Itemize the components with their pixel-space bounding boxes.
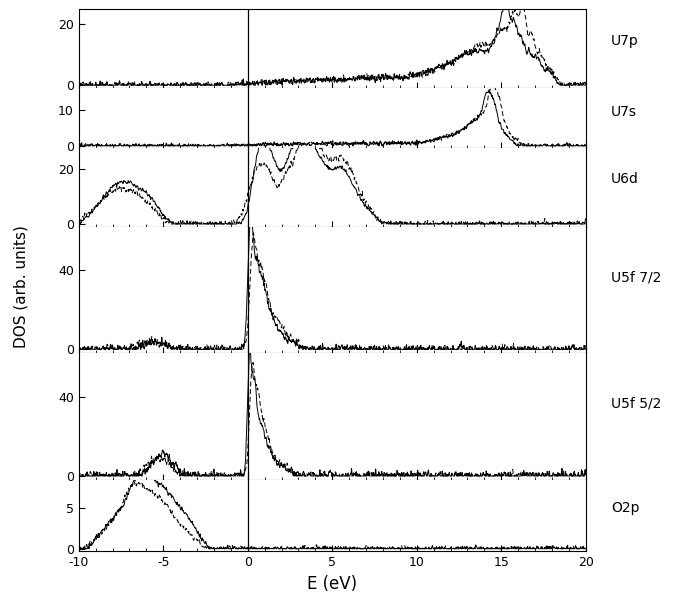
Text: U6d: U6d <box>611 172 639 186</box>
X-axis label: E (eV): E (eV) <box>307 574 358 593</box>
Text: U7s: U7s <box>611 105 637 119</box>
Text: U5f 7/2: U5f 7/2 <box>611 270 662 284</box>
Text: U7p: U7p <box>611 33 639 48</box>
Text: DOS (arb. units): DOS (arb. units) <box>14 225 29 348</box>
Text: U5f 5/2: U5f 5/2 <box>611 397 662 411</box>
Text: O2p: O2p <box>611 501 640 515</box>
